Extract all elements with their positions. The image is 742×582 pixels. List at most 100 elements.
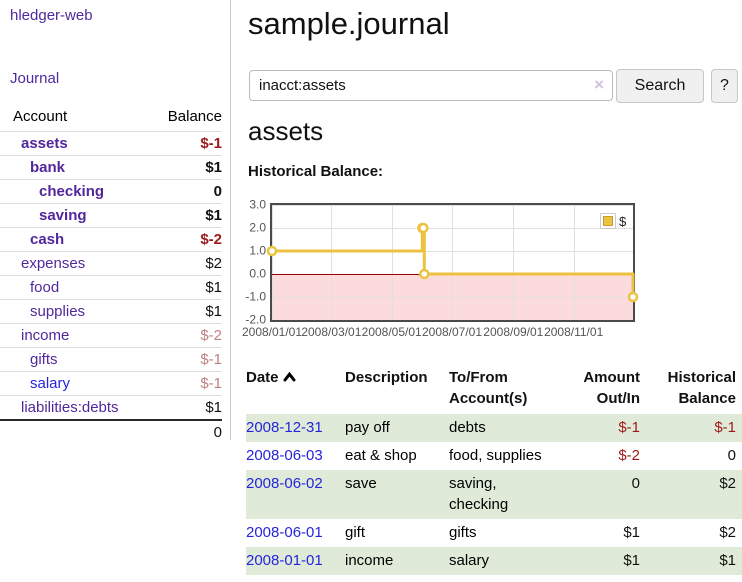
page-title: sample.journal xyxy=(248,6,450,41)
transactions-table: Date Description To/From Account(s) Amou… xyxy=(246,367,742,575)
transaction-date-link[interactable]: 2008-06-03 xyxy=(246,447,323,464)
sidebar-account-expenses[interactable]: expenses xyxy=(21,255,86,272)
accounts-table: Account Balance assets $-1 bank $1 checking 0… xyxy=(0,104,222,444)
transaction-date-cell: 2008-06-02 xyxy=(246,470,345,519)
transaction-row: 2008-06-02 save saving, checking 0 $2 xyxy=(246,470,742,519)
transaction-amount: $1 xyxy=(623,552,640,569)
transactions-header-row: Date Description To/From Account(s) Amou… xyxy=(246,367,742,414)
sidebar-account-bank[interactable]: bank xyxy=(30,159,66,176)
transaction-description: income xyxy=(345,552,394,569)
column-header-amount: Amount Out/In xyxy=(583,369,640,407)
account-balance: $-2 xyxy=(152,227,222,252)
sidebar-account-salary[interactable]: salary xyxy=(30,375,71,392)
transaction-date-cell: 2008-06-01 xyxy=(246,519,345,547)
account-cell: expenses xyxy=(0,251,153,276)
clear-search-icon[interactable]: × xyxy=(594,75,604,94)
transaction-balance: $1 xyxy=(719,552,736,569)
transaction-description: eat & shop xyxy=(345,447,417,464)
transaction-date-link[interactable]: 2008-06-02 xyxy=(246,475,323,492)
account-cell: cash xyxy=(0,227,153,252)
sidebar-account-saving[interactable]: saving xyxy=(39,207,87,224)
historical-balance-chart[interactable] xyxy=(239,198,739,344)
transaction-accounts: debts xyxy=(449,419,486,436)
transaction-row: 2008-12-31 pay off debts $-1 $-1 xyxy=(246,414,742,442)
account-balance: $-2 xyxy=(152,323,222,348)
transaction-accounts: salary xyxy=(449,552,490,569)
account-balance: 0 xyxy=(152,179,222,204)
transaction-description: gift xyxy=(345,524,366,541)
account-cell: assets xyxy=(0,131,153,156)
account-cell: liabilities:debts xyxy=(0,395,153,420)
account-cell: income xyxy=(0,323,153,348)
account-balance: $1 xyxy=(152,275,222,300)
transaction-row: 2008-06-01 gift gifts $1 $2 xyxy=(246,519,742,547)
transaction-balance: 0 xyxy=(727,447,736,464)
transaction-description: save xyxy=(345,475,377,492)
account-row: salary $-1 xyxy=(0,371,222,396)
account-balance: $1 xyxy=(152,203,222,228)
transaction-balance: $-1 xyxy=(714,419,736,436)
column-header-accounts: To/From Account(s) xyxy=(449,369,528,407)
sidebar-item-journal[interactable]: Journal xyxy=(10,70,60,87)
account-balance: $2 xyxy=(152,251,222,276)
account-row: cash $-2 xyxy=(0,227,222,252)
help-button[interactable]: ? xyxy=(711,69,738,103)
accounts-header-balance: Balance xyxy=(167,108,222,125)
transaction-balance: $2 xyxy=(719,475,736,492)
account-cell: salary xyxy=(0,371,153,396)
sidebar: hledger-web Journal Account Balance asse… xyxy=(0,0,231,444)
account-row: saving $1 xyxy=(0,203,222,228)
transaction-date-cell: 2008-01-01 xyxy=(246,547,345,575)
sidebar-account-income[interactable]: income xyxy=(21,327,70,344)
search-box: × xyxy=(249,70,613,101)
account-cell: gifts xyxy=(0,347,153,372)
account-cell: checking xyxy=(0,179,153,204)
sidebar-account-gifts[interactable]: gifts xyxy=(30,351,58,368)
column-header-description: Description xyxy=(345,369,428,386)
search-button[interactable]: Search xyxy=(616,69,704,103)
transaction-date-cell: 2008-12-31 xyxy=(246,414,345,442)
account-row: checking 0 xyxy=(0,179,222,204)
transaction-amount: $-2 xyxy=(618,447,640,464)
sidebar-account-cash[interactable]: cash xyxy=(30,231,65,248)
chart-title: Historical Balance: xyxy=(248,163,384,180)
account-cell: food xyxy=(0,275,153,300)
sort-ascending-icon xyxy=(283,371,296,382)
accounts-total-balance: 0 xyxy=(152,419,222,444)
sidebar-account-supplies[interactable]: supplies xyxy=(30,303,86,320)
app-title-link[interactable]: hledger-web xyxy=(10,7,93,24)
transaction-accounts: gifts xyxy=(449,524,477,541)
transaction-balance: $2 xyxy=(719,524,736,541)
account-balance: $-1 xyxy=(152,371,222,396)
account-row: bank $1 xyxy=(0,155,222,180)
transaction-date-link[interactable]: 2008-06-01 xyxy=(246,524,323,541)
search-input[interactable] xyxy=(249,70,613,101)
account-balance: $1 xyxy=(152,395,222,420)
account-row: liabilities:debts $1 xyxy=(0,395,222,420)
account-heading: assets xyxy=(248,116,324,146)
sidebar-account-assets[interactable]: assets xyxy=(21,135,68,152)
column-header-balance: Historical Balance xyxy=(667,369,736,407)
account-balance: $-1 xyxy=(152,131,222,156)
account-cell: bank xyxy=(0,155,153,180)
transaction-date-link[interactable]: 2008-12-31 xyxy=(246,419,323,436)
account-row: expenses $2 xyxy=(0,251,222,276)
account-cell: saving xyxy=(0,203,153,228)
sidebar-account-checking[interactable]: checking xyxy=(39,183,105,200)
account-balance: $1 xyxy=(152,155,222,180)
accounts-total-row: 0 xyxy=(0,419,222,444)
transaction-amount: 0 xyxy=(631,475,640,492)
column-header-date-label: Date xyxy=(246,369,279,386)
transaction-amount: $-1 xyxy=(618,419,640,436)
transaction-date-link[interactable]: 2008-01-01 xyxy=(246,552,323,569)
column-header-date[interactable]: Date xyxy=(246,367,345,414)
transaction-date-cell: 2008-06-03 xyxy=(246,442,345,470)
accounts-total-spacer xyxy=(0,419,153,444)
account-cell: supplies xyxy=(0,299,153,324)
account-row: gifts $-1 xyxy=(0,347,222,372)
sidebar-account-food[interactable]: food xyxy=(30,279,60,296)
sidebar-account-liabilities-debts[interactable]: liabilities:debts xyxy=(21,399,119,416)
transaction-description: pay off xyxy=(345,419,390,436)
accounts-table-header-row: Account Balance xyxy=(0,104,222,132)
